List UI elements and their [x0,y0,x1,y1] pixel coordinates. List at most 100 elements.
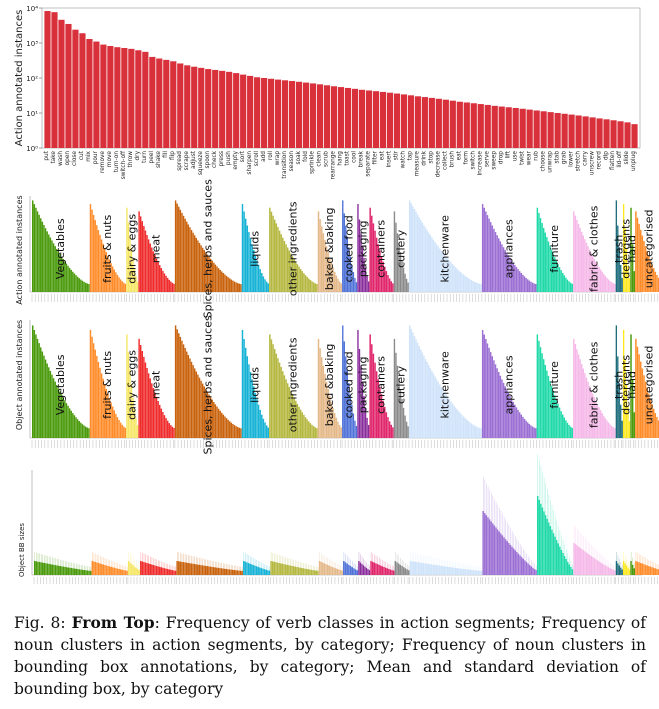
category-bar [385,271,388,292]
verb-bar [233,73,240,148]
category-bar [349,256,352,292]
verb-bar [568,114,575,148]
bbox-bar [358,561,360,575]
bbox-bar [474,570,476,575]
bbox-bar [648,566,650,575]
bbox-bar [638,562,640,575]
category-bar [200,245,202,292]
verb-label: dip [603,151,609,160]
category-label: hand [626,371,639,399]
category-bar [321,357,323,438]
bbox-bar [527,563,529,575]
category-bar [68,267,71,292]
verb-label: brush [450,151,456,168]
category-bar [445,256,447,292]
category-bar [421,352,424,438]
category-bar [481,204,484,292]
bbox-bar [323,563,326,575]
verb-label: wrap [275,151,281,166]
category-label: fruits & nuts [101,215,114,283]
verb-bar [288,81,296,148]
bbox-bar [437,565,439,575]
bbox-bar [89,570,92,575]
category-label: uncategorised [643,346,656,425]
category-bar [515,267,518,292]
category-bar [272,344,274,438]
bbox-bar [182,562,185,575]
bbox-bar [422,563,425,575]
category-bar [173,427,175,438]
category-bar [96,225,98,292]
bbox-bar [198,564,201,575]
category-bar [435,244,438,292]
category-bar [84,426,87,438]
bbox-bar [612,569,615,575]
bbox-bar [540,503,542,575]
bbox-bar [291,565,293,575]
category-label: trash [612,371,625,399]
category-bar [65,403,68,438]
bbox-bar [61,566,63,575]
category-label: meat [150,234,163,263]
verb-bar [51,12,58,148]
verb-label: peel [149,151,155,164]
category-bar [542,359,545,438]
category-bar [283,375,286,438]
category-bar [257,264,260,292]
category-bar [286,383,289,438]
category-bar [345,225,347,292]
verb-bar [428,97,435,148]
verb-label: drink [422,150,428,165]
bbox-bar [152,565,155,575]
category-bar [557,264,559,292]
verb-label: carry [582,150,588,165]
category-bar [579,359,581,438]
category-bar [630,207,632,292]
category-bar [481,329,484,438]
verb-label: unwrap [547,151,553,173]
category-bar [198,377,201,438]
verb-label: clean [317,151,323,167]
verb-bar [540,111,547,148]
bbox-bar [217,567,220,575]
category-bar [219,410,221,438]
category-bar [504,249,506,292]
category-bar [327,252,329,292]
verb-bar [275,79,282,148]
category-bar [384,266,386,292]
bbox-bar [517,553,520,575]
bbox-bar [485,515,488,575]
verb-bar [575,115,582,148]
category-label: fabric & clothes [587,205,600,292]
bbox-bar [93,561,95,575]
verb-bar [372,91,380,148]
category-bar [581,231,583,292]
category-bar [523,418,526,438]
category-bar [573,211,575,292]
bbox-bar [267,570,269,575]
category-bar [278,230,281,292]
category-bar [157,401,159,438]
verb-bar [65,23,72,148]
verb-bar [198,67,205,148]
category-bar [399,252,402,292]
bbox-bar [433,564,436,575]
verb-label: fold [303,151,309,162]
bbox-bar [479,570,481,575]
bbox-bar [189,563,191,575]
bbox-bar [75,568,78,575]
bbox-bar [328,565,330,575]
category-bar [205,389,207,438]
category-bar [631,244,634,292]
category-bar [360,233,362,292]
category-bar [462,416,465,438]
category-bar [253,386,255,438]
verb-label: rearrange [331,151,337,180]
bbox-bar [614,570,616,575]
category-bar [91,209,93,292]
category-bar [256,399,258,438]
category-bar [121,281,123,292]
category-bar [115,413,117,438]
category-bar [102,243,104,292]
bbox-bar [116,568,119,575]
